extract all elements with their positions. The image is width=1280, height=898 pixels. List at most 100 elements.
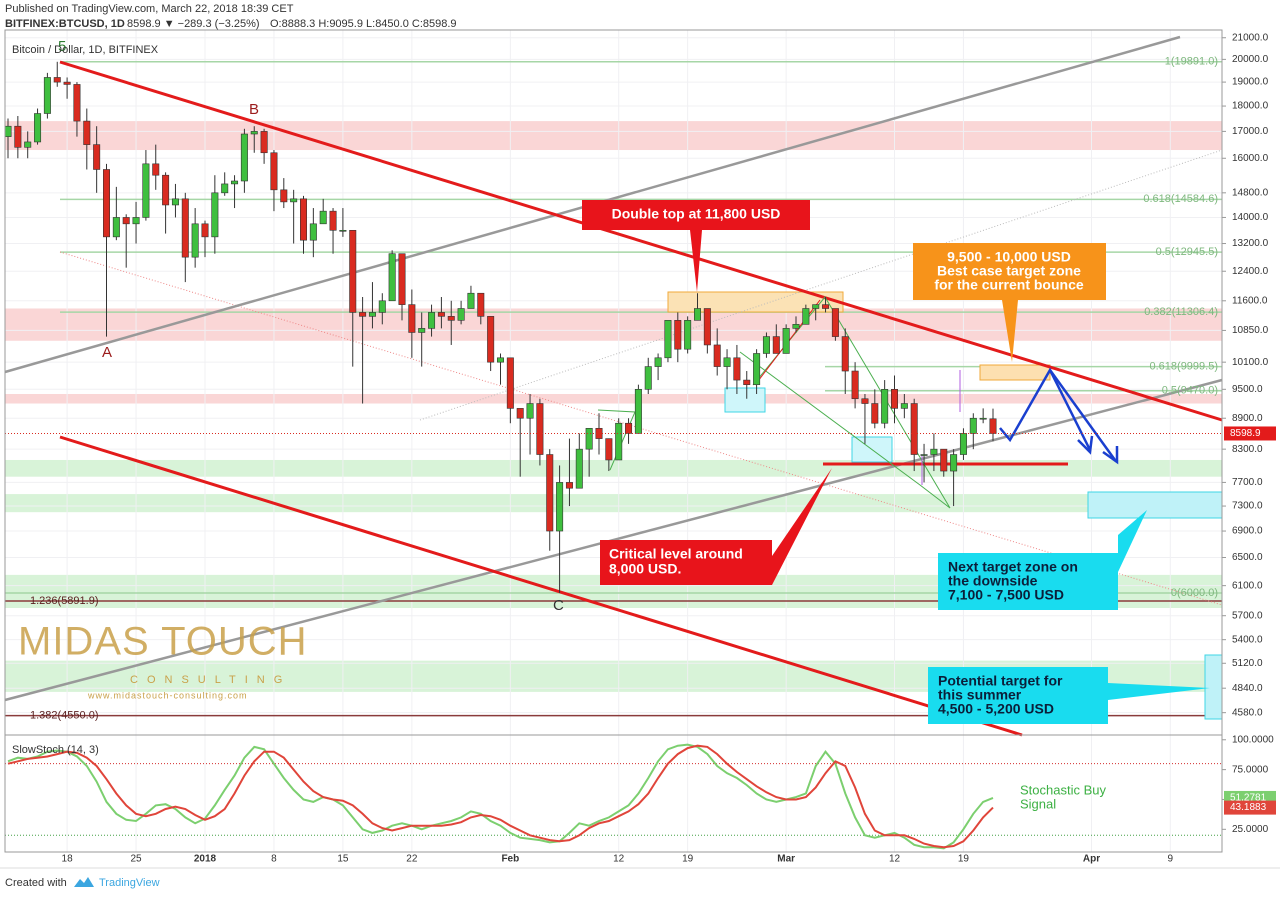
candle-body [349, 229, 357, 313]
candle-body [910, 403, 918, 455]
x-tick-label: 9 [1168, 854, 1174, 865]
fib-label: 0(6000.0) [1171, 587, 1218, 599]
callout-text: 8,000 USD. [609, 561, 681, 577]
candle-body [684, 320, 692, 350]
candle-body [122, 217, 130, 225]
y-tick-label: 100.0000 [1232, 734, 1274, 745]
quote: 8598.9 ▼ −289.3 (−3.25%) [127, 18, 260, 30]
overlay: 21000.0 20000.0 19000.0 18000.0 17000.0 16000… [4, 32, 1276, 865]
candle-body [733, 357, 741, 381]
candle-body [644, 366, 652, 390]
candle-body [802, 308, 810, 325]
candle-body [762, 336, 770, 354]
y-tick-label: 12400.0 [1232, 266, 1269, 277]
candle-body [388, 253, 396, 302]
candle-body [14, 125, 22, 148]
x-tick-label: 18 [62, 854, 74, 865]
published: Published on TradingView.com, March 22, … [5, 3, 294, 15]
fib-label: 0.5(12945.5) [1156, 246, 1218, 258]
red-channel-bottom [59, 435, 1023, 737]
y-tick-label: 18000.0 [1232, 101, 1269, 112]
y-tick-label: 19000.0 [1232, 77, 1269, 88]
callout-text: Next target zone on [948, 559, 1078, 575]
candle-body [4, 125, 12, 137]
candle-body [309, 223, 317, 241]
candle-body [516, 408, 524, 419]
candle-body [103, 169, 111, 238]
wave-label: B [249, 101, 259, 118]
candle-body [152, 163, 160, 176]
candle-body [674, 320, 682, 350]
candle-body [428, 312, 436, 329]
logo-name: MIDAS TOUCH [18, 620, 308, 664]
candle-body [841, 336, 849, 372]
fib-label: 1.236(5891.9) [30, 595, 99, 607]
candle-body [930, 448, 938, 455]
candle-body [418, 328, 426, 333]
fib-label: 0.618(9999.5) [1150, 361, 1219, 373]
candle-body [585, 427, 593, 450]
y-tick-label: 6900.0 [1232, 526, 1263, 537]
candle-body [920, 454, 928, 456]
x-tick-label: 19 [958, 854, 970, 865]
fib-label: 0.5(9470.0) [1162, 385, 1218, 397]
logo-sub: CONSULTING [130, 674, 291, 686]
logo-url: www.midastouch-consulting.com [87, 690, 248, 700]
candle-body [191, 223, 199, 258]
pane-title: Bitcoin / Dollar, 1D, BITFINEX [12, 44, 159, 56]
candle-body [615, 422, 623, 461]
fib-label: 1(19891.0) [1165, 56, 1218, 68]
y-tick-label: 5700.0 [1232, 610, 1263, 621]
candle-body [703, 308, 711, 346]
candle-body [339, 229, 347, 232]
arrow-head [1102, 446, 1119, 465]
candle-body [43, 77, 51, 114]
candle-body [211, 192, 219, 238]
stoch-line [7, 744, 994, 849]
candle-body [73, 84, 81, 122]
last-price-label: 8598.9 [1230, 428, 1261, 439]
triangle [739, 296, 951, 509]
footer-created: Created with [5, 877, 67, 889]
candle-body [782, 328, 790, 354]
candle-body [812, 304, 820, 309]
y-tick-label: 8900.0 [1232, 413, 1263, 424]
callout-text: for the current bounce [934, 277, 1084, 293]
candle-body [536, 403, 544, 455]
zone [5, 121, 1222, 151]
y-tick-label: 5120.0 [1232, 658, 1263, 669]
callout [600, 468, 832, 585]
x-tick-label: 12 [889, 854, 901, 865]
y-tick-label: 8300.0 [1232, 444, 1263, 455]
red-channel-top [59, 60, 1223, 422]
candle-body [743, 379, 751, 385]
candle-body [634, 389, 642, 434]
y-tick-label: 4840.0 [1232, 683, 1263, 694]
candle-body [890, 389, 898, 409]
candle-body [831, 308, 839, 337]
candle-body [565, 482, 573, 489]
arrow-head [1077, 435, 1094, 455]
candle-body [250, 131, 258, 135]
candle-body [280, 189, 288, 203]
downside-zone [1087, 491, 1223, 519]
x-tick-label: 25 [130, 854, 142, 865]
candle-body [693, 308, 701, 321]
candle-body [477, 292, 485, 317]
candle-body [329, 210, 337, 231]
y-tick-label: 14000.0 [1232, 212, 1269, 223]
x-tick-label: Feb [501, 854, 519, 865]
candle-body [979, 417, 987, 420]
candle-body [526, 403, 534, 419]
y-tick-label: 16000.0 [1232, 153, 1269, 164]
candle-body [142, 163, 150, 218]
x-tick-label: 2018 [194, 854, 217, 865]
candle-body [822, 304, 830, 309]
candle-body [487, 316, 495, 363]
candle-body [378, 300, 386, 313]
candle-body [181, 198, 189, 258]
stoch-note: Stochastic Buy [1020, 782, 1106, 797]
candle-body [664, 320, 672, 359]
last-price-box [1224, 426, 1276, 441]
candle-body [437, 312, 445, 317]
